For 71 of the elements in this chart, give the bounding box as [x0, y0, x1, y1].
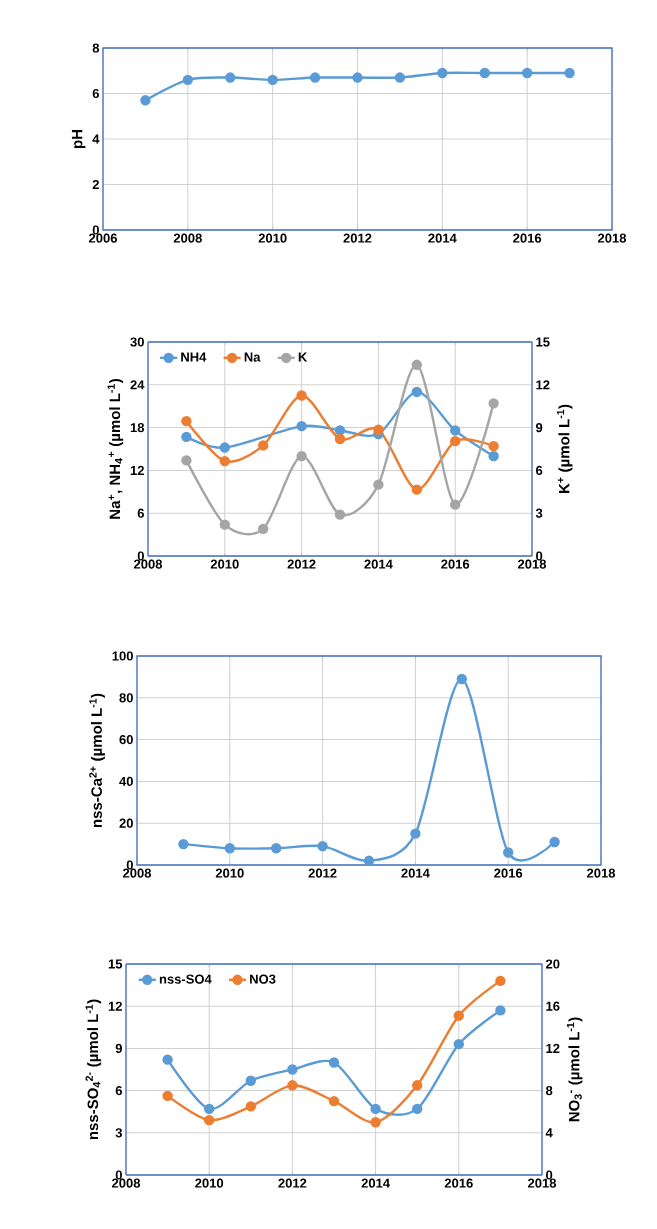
- y-tick-label: 0: [126, 860, 133, 870]
- y-tick-label: 0: [92, 225, 99, 235]
- x-tick-label: 2018: [587, 868, 616, 878]
- x-tick-label: 2010: [210, 559, 239, 569]
- x-tick-label: 2010: [195, 1178, 224, 1188]
- y2-tick-label: 4: [545, 1128, 553, 1138]
- x-tick-label: 2012: [278, 1178, 307, 1188]
- x-tick-label: 2014: [428, 233, 457, 243]
- x-tick-label: 2016: [513, 233, 542, 243]
- y-tick-label: 6: [115, 1085, 122, 1096]
- y2-axis-title: NO$_{3}$$^{-}$ (µmol L$^{-1}$): [566, 1017, 583, 1122]
- y2-tick-label: 3: [535, 508, 543, 518]
- x-tick-label: 2018: [598, 233, 627, 243]
- y2-tick-label: 0: [536, 551, 543, 561]
- y-tick-label: 24: [130, 380, 145, 390]
- y-tick-label: 0: [137, 551, 144, 561]
- y-tick-label: 80: [119, 693, 133, 703]
- y-axis-title: nss-Ca$^{2+}$ (µmol L$^{-1}$): [89, 693, 105, 828]
- y-axis-title: Na$^{+}$, NH$_{4}$$^{+}$ (µmol L$^{-1}$): [107, 379, 124, 519]
- x-tick-label: 2012: [287, 559, 316, 569]
- y-tick-label: 9: [115, 1043, 122, 1053]
- x-tick-label: 2006: [88, 233, 117, 243]
- y-tick-label: 6: [137, 508, 144, 518]
- x-tick-label: 2008: [111, 1178, 141, 1188]
- y2-tick-label: 12: [546, 1043, 560, 1053]
- x-tick-label: 2018: [528, 1178, 557, 1188]
- y-tick-label: 15: [108, 959, 123, 969]
- x-tick-label: 2014: [364, 559, 393, 569]
- y2-tick-label: 0: [546, 1170, 553, 1180]
- legend-label: NO3: [250, 974, 276, 984]
- y-tick-label: 6: [92, 88, 99, 99]
- y2-tick-label: 8: [545, 1085, 553, 1096]
- y-tick-label: 100: [112, 651, 133, 661]
- x-tick-label: 2014: [361, 1178, 390, 1188]
- legend-label: nss-SO4: [159, 974, 212, 984]
- y2-tick-label: 20: [545, 959, 560, 969]
- legend-label: Na: [244, 352, 261, 362]
- y-tick-label: 60: [119, 734, 133, 745]
- x-tick-label: 2016: [494, 868, 523, 878]
- y-tick-label: 3: [115, 1128, 122, 1138]
- legend-label: NH4: [181, 352, 207, 362]
- y2-tick-label: 12: [536, 380, 550, 390]
- y-axis-title: nss-SO$_{4}$$^{2-}$ (µmol L$^{-1}$): [85, 999, 102, 1140]
- x-tick-label: 2014: [401, 868, 430, 878]
- y2-axis-title: K$^{+}$ (µmol L$^{-1}$): [556, 404, 573, 494]
- y-tick-label: 4: [92, 134, 100, 144]
- x-tick-label: 2008: [133, 559, 163, 569]
- y-tick-label: 12: [108, 1001, 122, 1011]
- x-tick-label: 2018: [518, 559, 547, 569]
- x-tick-label: 2016: [441, 559, 470, 569]
- y-tick-label: 18: [130, 422, 145, 433]
- x-tick-label: 2010: [215, 868, 244, 878]
- x-tick-label: 2012: [343, 233, 372, 243]
- x-tick-label: 2008: [173, 233, 202, 243]
- y2-tick-label: 16: [546, 1001, 560, 1011]
- y-tick-label: 40: [119, 776, 133, 786]
- legend-label: K: [298, 352, 308, 362]
- y-tick-label: 20: [119, 818, 133, 828]
- x-tick-label: 2008: [122, 868, 152, 878]
- y-tick-label: 12: [130, 465, 144, 475]
- y-tick-label: 2: [92, 179, 99, 190]
- y-tick-label: 30: [130, 337, 144, 347]
- y-tick-label: 8: [92, 43, 100, 53]
- x-tick-label: 2012: [308, 868, 337, 878]
- x-tick-label: 2010: [258, 233, 287, 243]
- y-tick-label: 0: [115, 1170, 122, 1180]
- y2-tick-label: 9: [535, 422, 543, 433]
- x-tick-label: 2016: [444, 1178, 473, 1188]
- y2-tick-label: 15: [536, 337, 550, 347]
- y-axis-title: pH: [71, 130, 86, 148]
- y2-tick-label: 6: [536, 465, 543, 475]
